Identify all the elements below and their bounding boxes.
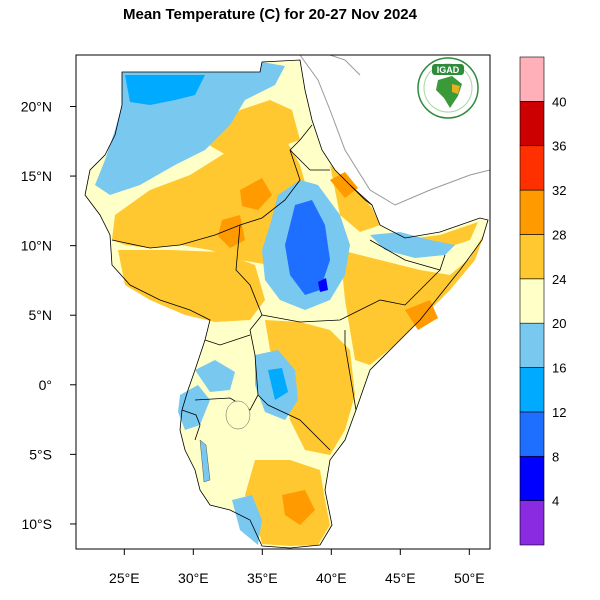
x-tick-label: 25°E: [109, 570, 140, 586]
y-tick-label: 0°: [39, 377, 52, 393]
map-title: Mean Temperature (C) for 20-27 Nov 2024: [123, 6, 417, 23]
y-tick-label: 10°S: [21, 516, 52, 532]
lake-tanganyika: [199, 439, 211, 483]
colorbar-swatch: [519, 101, 545, 147]
zone-very-hot-5: [282, 490, 315, 525]
zone-cool-ethiopia: [285, 200, 330, 295]
colorbar-label: 12: [552, 405, 566, 420]
colorbar-swatch: [519, 189, 545, 235]
zone-very-hot-2: [218, 215, 245, 248]
x-tick-label: 50°E: [454, 570, 485, 586]
colorbar-label: 24: [552, 272, 566, 287]
zone-hot-kenya: [265, 320, 355, 455]
colorbar: 4 8 12 16 20 24 28 32 36 40: [519, 56, 566, 546]
country-borders: [84, 59, 489, 549]
zone-hot-sudan-north: [200, 100, 300, 160]
zone-very-hot-1: [240, 178, 272, 210]
map-frame: [75, 54, 491, 550]
colorbar-label: 40: [552, 94, 566, 109]
x-tick-label: 30°E: [178, 570, 209, 586]
x-axis-ticks: 25°E 30°E 35°E 40°E 45°E 50°E: [109, 549, 485, 586]
x-tick-label: 40°E: [316, 570, 347, 586]
zone-mild-uganda: [195, 360, 235, 392]
y-axis-ticks: 20°N 15°N 10°N 5°N 0° 5°S 10°S: [21, 98, 76, 532]
x-tick-label: 35°E: [247, 570, 278, 586]
y-tick-label: 15°N: [21, 168, 52, 184]
colorbar-label: 16: [552, 361, 566, 376]
colorbar-swatch: [519, 56, 545, 102]
y-tick-label: 20°N: [21, 98, 52, 114]
colorbar-label: 8: [552, 449, 559, 464]
y-tick-label: 5°N: [29, 307, 53, 323]
zone-hot-sudan: [112, 138, 310, 265]
igad-logo: IGAD: [417, 57, 479, 119]
colorbar-label: 28: [552, 227, 566, 242]
zone-coldest-ethiopia: [318, 278, 328, 292]
coastline-sinai: [329, 55, 361, 76]
zone-hot-south-sudan: [118, 250, 265, 322]
logo-banner: [432, 64, 464, 75]
logo-text: IGAD: [437, 65, 460, 75]
coastline-arabia: [299, 55, 490, 206]
colorbar-swatch: [519, 411, 545, 457]
zone-mild-tanzania-south: [232, 495, 262, 545]
colorbar-swatch: [519, 322, 545, 368]
zone-mild-somali-plateau: [370, 232, 455, 258]
colorbar-swatch: [519, 278, 545, 324]
colorbar-swatch: [519, 455, 545, 501]
zone-cool-sahara: [125, 75, 205, 105]
colorbar-label: 32: [552, 183, 566, 198]
colorbar-label: 4: [552, 494, 559, 509]
colorbar-label: 20: [552, 316, 566, 331]
zone-cool-kenya-highlands: [268, 368, 288, 400]
lake-victoria: [225, 400, 251, 430]
y-tick-label: 10°N: [21, 238, 52, 254]
colorbar-swatch: [519, 500, 545, 546]
y-tick-label: 5°S: [29, 446, 52, 462]
colorbar-swatch: [519, 367, 545, 413]
zone-very-hot-3: [330, 172, 358, 198]
colorbar-label: 36: [552, 139, 566, 154]
zone-hot-horn: [340, 232, 485, 365]
colorbar-swatch: [519, 145, 545, 191]
igad-region-icon: [452, 84, 460, 94]
x-tick-label: 45°E: [385, 570, 416, 586]
colorbar-swatch: [519, 234, 545, 280]
africa-icon: [436, 76, 462, 108]
